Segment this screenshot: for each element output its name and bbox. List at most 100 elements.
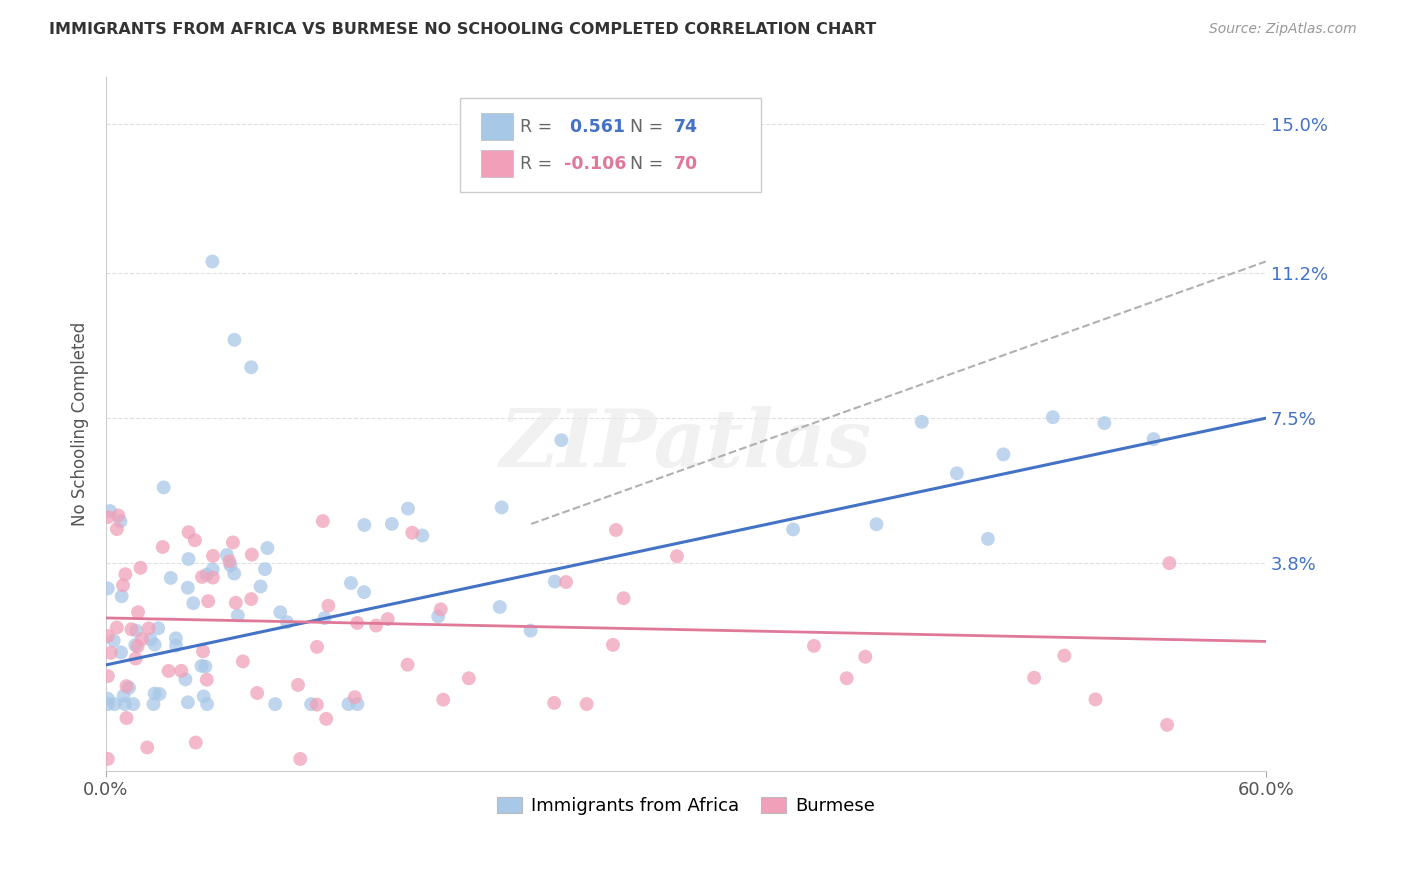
Point [120, 622, 142, 636]
Point [195, 567, 218, 582]
Point [396, 501, 419, 516]
Point [224, 566, 246, 581]
Point [177, 552, 200, 566]
Point [195, 697, 218, 711]
Text: -0.106: -0.106 [564, 155, 627, 173]
Point [97, 752, 120, 766]
Point [170, 664, 193, 678]
Point [396, 657, 419, 672]
Point [240, 360, 263, 375]
Point [98, 504, 121, 518]
Point [346, 615, 368, 630]
Point [299, 697, 322, 711]
Point [550, 433, 572, 447]
Point [111, 589, 134, 603]
Y-axis label: No Schooling Completed: No Schooling Completed [72, 322, 89, 526]
Point [977, 532, 1000, 546]
Point [555, 574, 578, 589]
Point [491, 500, 513, 515]
Text: 74: 74 [675, 118, 699, 136]
Point [114, 567, 136, 582]
Point [337, 697, 360, 711]
Point [219, 558, 242, 573]
Point [429, 602, 451, 616]
Point [993, 447, 1015, 461]
FancyBboxPatch shape [460, 98, 761, 192]
Point [346, 697, 368, 711]
Point [184, 735, 207, 749]
Legend: Immigrants from Africa, Burmese: Immigrants from Africa, Burmese [488, 788, 884, 824]
Point [201, 254, 224, 268]
Point [488, 599, 510, 614]
Point [136, 740, 159, 755]
Point [181, 596, 204, 610]
Point [143, 638, 166, 652]
Point [148, 687, 170, 701]
Point [1159, 556, 1181, 570]
Point [112, 578, 135, 592]
Point [127, 605, 149, 619]
Point [240, 548, 263, 562]
Point [152, 480, 174, 494]
Point [315, 712, 337, 726]
Point [226, 608, 249, 623]
Point [97, 510, 120, 524]
Point [218, 554, 240, 568]
Text: N =: N = [630, 155, 664, 173]
Point [803, 639, 825, 653]
Point [253, 562, 276, 576]
Text: 0.561: 0.561 [564, 118, 626, 136]
Point [105, 620, 128, 634]
Point [782, 523, 804, 537]
Point [129, 561, 152, 575]
Point [97, 691, 120, 706]
Point [1142, 432, 1164, 446]
Point [112, 689, 135, 703]
Point [177, 525, 200, 540]
Point [191, 644, 214, 658]
Point [256, 541, 278, 555]
Point [602, 638, 624, 652]
Point [157, 664, 180, 678]
Point [165, 632, 187, 646]
Point [201, 549, 224, 563]
Text: Source: ZipAtlas.com: Source: ZipAtlas.com [1209, 22, 1357, 37]
Point [124, 638, 146, 652]
Text: N =: N = [630, 118, 664, 136]
Point [381, 516, 404, 531]
Point [197, 594, 219, 608]
Point [110, 514, 132, 528]
Point [427, 609, 450, 624]
Point [411, 528, 433, 542]
Text: IMMIGRANTS FROM AFRICA VS BURMESE NO SCHOOLING COMPLETED CORRELATION CHART: IMMIGRANTS FROM AFRICA VS BURMESE NO SCH… [49, 22, 876, 37]
Text: 70: 70 [675, 155, 699, 173]
Point [107, 508, 129, 523]
Point [457, 671, 479, 685]
Point [519, 624, 541, 638]
Point [240, 592, 263, 607]
Point [97, 669, 120, 683]
Point [191, 570, 214, 584]
FancyBboxPatch shape [481, 150, 513, 177]
Point [110, 645, 132, 659]
Point [142, 697, 165, 711]
Point [1084, 692, 1107, 706]
Point [290, 752, 312, 766]
Point [865, 517, 887, 532]
Point [125, 624, 148, 638]
Point [276, 615, 298, 629]
Point [665, 549, 688, 564]
Point [1156, 718, 1178, 732]
Point [104, 697, 127, 711]
Point [194, 659, 217, 673]
Point [124, 651, 146, 665]
Point [432, 692, 454, 706]
Point [249, 580, 271, 594]
Point [1042, 410, 1064, 425]
Point [184, 533, 207, 548]
Point [159, 571, 181, 585]
Point [1092, 416, 1115, 430]
Point [225, 596, 247, 610]
Text: R =: R = [520, 155, 553, 173]
Point [853, 649, 876, 664]
